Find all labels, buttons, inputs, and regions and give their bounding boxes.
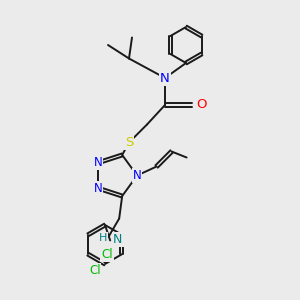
Text: N: N bbox=[133, 169, 142, 182]
Text: H: H bbox=[99, 233, 107, 243]
Text: S: S bbox=[125, 136, 133, 149]
Text: Cl: Cl bbox=[101, 248, 113, 261]
Text: O: O bbox=[196, 98, 207, 112]
Text: N: N bbox=[94, 182, 102, 195]
Text: Cl: Cl bbox=[89, 263, 100, 277]
Text: N: N bbox=[113, 233, 122, 246]
Text: N: N bbox=[94, 156, 102, 169]
Text: N: N bbox=[160, 71, 170, 85]
